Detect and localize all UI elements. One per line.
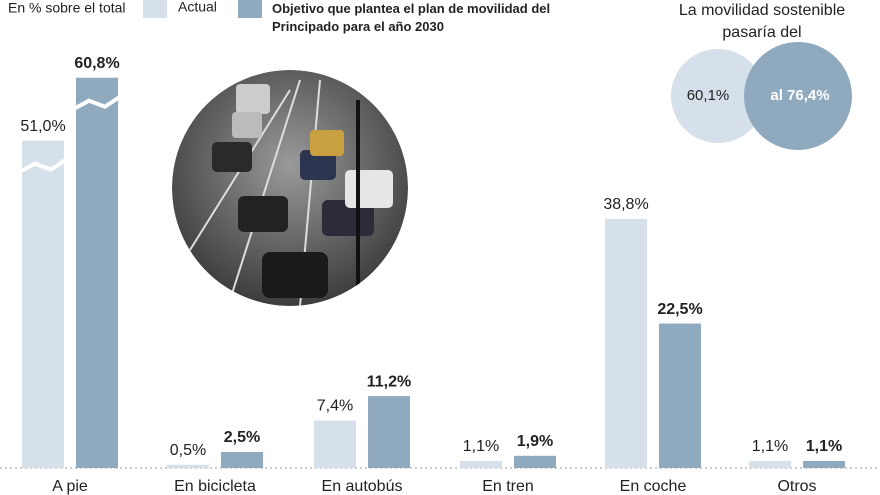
bar [605, 218, 647, 468]
value-label: 1,1% [463, 438, 499, 455]
value-label: 11,2% [367, 373, 411, 390]
bar [659, 323, 701, 468]
x-tick-label: En autobús [322, 478, 403, 495]
chart-subtitle: En % sobre el total [8, 0, 126, 16]
legend-swatch [143, 0, 167, 18]
legend-label: Objetivo que plantea el plan de movilida… [272, 1, 551, 34]
value-label: 1,1% [806, 438, 842, 455]
summary-title: La movilidad sostenible pasaría del [678, 2, 846, 41]
axis-break [73, 95, 122, 111]
photo [172, 70, 408, 306]
x-tick-label: En bicicleta [174, 478, 256, 495]
bar [22, 140, 64, 468]
bar [368, 396, 410, 468]
summary-to: al 76,4% [770, 87, 829, 104]
bar [749, 460, 791, 468]
value-label: 1,9% [517, 433, 553, 450]
value-label: 2,5% [224, 429, 260, 446]
bar [167, 464, 209, 468]
x-tick-label: En tren [482, 478, 534, 495]
value-label: 60,8% [74, 55, 119, 72]
x-tick-label: A pie [52, 478, 88, 495]
value-label: 38,8% [603, 196, 648, 213]
bar [803, 460, 845, 468]
bar [76, 77, 118, 469]
summary-circles [671, 42, 852, 150]
value-label: 22,5% [657, 301, 702, 318]
value-label: 1,1% [752, 438, 788, 455]
bar [221, 451, 263, 468]
legend-swatch [238, 0, 262, 18]
bar [314, 420, 356, 468]
x-tick-label: Otros [777, 478, 816, 495]
summary-from: 60,1% [687, 87, 730, 104]
x-tick-label: En coche [620, 478, 687, 495]
bar [460, 460, 502, 468]
value-label: 0,5% [170, 442, 206, 459]
legend-label: Actual [178, 0, 217, 15]
bar [514, 455, 556, 468]
axis-break [19, 157, 68, 174]
value-label: 7,4% [317, 398, 353, 415]
value-label: 51,0% [20, 118, 65, 135]
